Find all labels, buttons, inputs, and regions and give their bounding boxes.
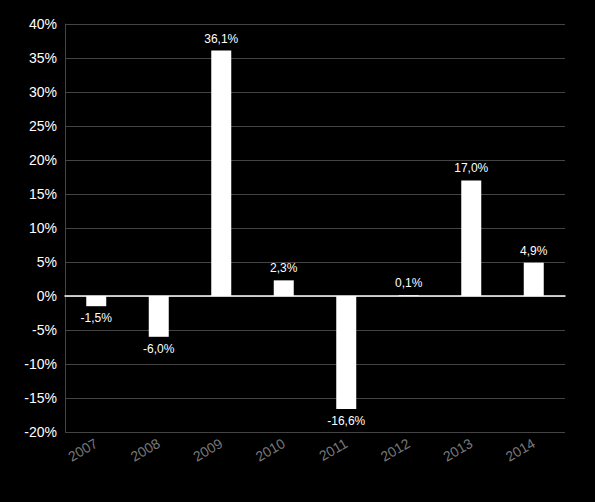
svg-text:-15%: -15%	[24, 390, 57, 406]
svg-text:2009: 2009	[190, 435, 225, 465]
svg-text:-1,5%: -1,5%	[81, 311, 113, 325]
svg-text:30%: 30%	[29, 84, 57, 100]
svg-text:5%: 5%	[37, 254, 57, 270]
svg-text:40%: 40%	[29, 16, 57, 32]
svg-text:-20%: -20%	[24, 424, 57, 440]
svg-text:-5%: -5%	[32, 322, 57, 338]
svg-text:10%: 10%	[29, 220, 57, 236]
svg-text:0%: 0%	[37, 288, 57, 304]
svg-text:2007: 2007	[65, 435, 100, 465]
svg-text:2,3%: 2,3%	[270, 261, 298, 275]
svg-text:4,9%: 4,9%	[520, 244, 548, 258]
svg-text:2008: 2008	[128, 435, 163, 465]
svg-text:-10%: -10%	[24, 356, 57, 372]
svg-text:2014: 2014	[503, 435, 538, 465]
svg-text:36,1%: 36,1%	[204, 32, 238, 46]
svg-text:2012: 2012	[378, 435, 413, 465]
svg-text:17,0%: 17,0%	[454, 161, 488, 175]
svg-text:15%: 15%	[29, 186, 57, 202]
svg-text:2013: 2013	[440, 435, 475, 465]
svg-text:25%: 25%	[29, 118, 57, 134]
svg-text:35%: 35%	[29, 50, 57, 66]
svg-text:2011: 2011	[316, 435, 350, 464]
svg-text:20%: 20%	[29, 152, 57, 168]
svg-text:-6,0%: -6,0%	[143, 342, 175, 356]
svg-text:0,1%: 0,1%	[395, 276, 423, 290]
svg-text:-16,6%: -16,6%	[327, 414, 365, 428]
svg-text:2010: 2010	[253, 435, 288, 465]
